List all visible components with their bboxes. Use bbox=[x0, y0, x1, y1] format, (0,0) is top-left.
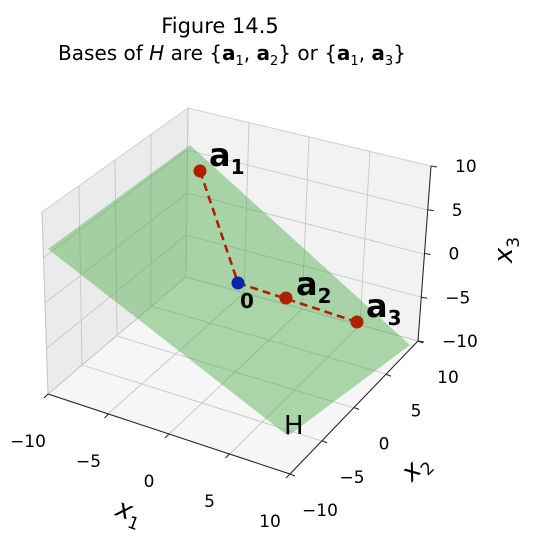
z-tick-label: −10 bbox=[442, 332, 478, 352]
points bbox=[193, 164, 364, 329]
y-tick bbox=[321, 440, 328, 444]
point-a3 bbox=[350, 315, 364, 329]
y-tick-label: 0 bbox=[379, 435, 390, 455]
segment-a1-origin bbox=[198, 170, 240, 284]
y-ticks: −10−5 0 5 10 bbox=[289, 340, 459, 521]
z-tick bbox=[424, 253, 431, 255]
x-tick bbox=[43, 393, 49, 399]
point-label-a2: a2 bbox=[296, 265, 332, 308]
x-axis-label: x1 bbox=[109, 493, 147, 535]
x-tick-label: 10 bbox=[259, 512, 281, 532]
x-tick bbox=[104, 413, 109, 419]
y-tick bbox=[353, 407, 360, 410]
z-tick bbox=[421, 296, 428, 299]
y-axis-label: x2 bbox=[395, 448, 439, 492]
point-label-a1: a1 bbox=[209, 136, 245, 179]
z-tick bbox=[430, 165, 438, 168]
segments bbox=[198, 170, 358, 324]
z-axis-label: x3 bbox=[489, 237, 524, 264]
z-tick-label: −5 bbox=[445, 288, 470, 308]
point-label-origin: 0 bbox=[240, 289, 254, 313]
z-tick bbox=[427, 209, 434, 212]
y-tick-label: 10 bbox=[437, 368, 459, 388]
y-tick-label: −5 bbox=[339, 468, 364, 488]
z-tick-label: 5 bbox=[452, 201, 463, 221]
x-tick-label: 5 bbox=[204, 492, 215, 512]
z-tick bbox=[417, 340, 425, 343]
chart-title: Figure 14.5 bbox=[161, 14, 279, 38]
x-tick-label: 0 bbox=[144, 472, 155, 492]
x-tick-label: −10 bbox=[10, 432, 46, 452]
y-tick bbox=[289, 473, 296, 477]
chart-subtitle: Bases of H are {a1, a2} or {a1, a3} bbox=[58, 41, 406, 69]
y-tick-label: 5 bbox=[411, 401, 422, 421]
x-tick bbox=[285, 473, 291, 479]
x-tick-label: −5 bbox=[76, 452, 101, 472]
x-ticks: −10 −5 0 5 10 bbox=[10, 393, 291, 532]
point-origin bbox=[231, 276, 245, 290]
y-tick bbox=[385, 373, 392, 377]
plane-h bbox=[48, 145, 410, 436]
z-tick-label: 0 bbox=[449, 245, 460, 265]
x-tick bbox=[164, 433, 170, 439]
plane-label: H bbox=[284, 411, 304, 441]
y-tick-label: −10 bbox=[302, 501, 338, 521]
z-ticks: −10 −5 0 5 10 bbox=[417, 157, 478, 352]
z-tick-label: 10 bbox=[455, 157, 477, 177]
segment-origin-a3 bbox=[237, 281, 358, 324]
point-label-a3: a3 bbox=[366, 287, 402, 330]
x-tick bbox=[225, 453, 230, 459]
point-a1 bbox=[193, 164, 207, 178]
point-a2 bbox=[279, 291, 293, 305]
